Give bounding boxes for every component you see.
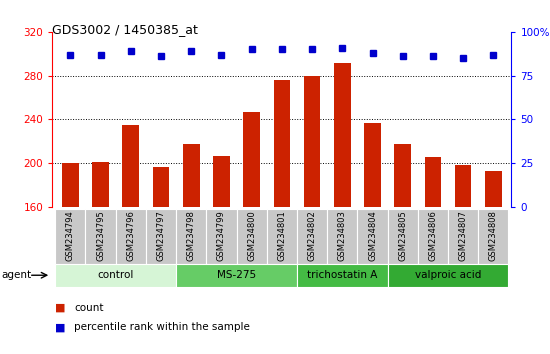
Bar — [297, 209, 327, 264]
Bar — [146, 209, 176, 264]
Text: agent: agent — [2, 270, 32, 280]
Bar — [55, 264, 176, 287]
Text: GSM234803: GSM234803 — [338, 211, 347, 261]
Bar — [116, 209, 146, 264]
Text: percentile rank within the sample: percentile rank within the sample — [74, 322, 250, 332]
Bar — [153, 167, 169, 207]
Bar — [455, 165, 471, 207]
Bar — [297, 264, 388, 287]
Text: GSM234794: GSM234794 — [66, 211, 75, 261]
Bar — [478, 209, 509, 264]
Bar — [62, 163, 79, 207]
Text: GSM234806: GSM234806 — [428, 211, 437, 261]
Text: trichostatin A: trichostatin A — [307, 270, 377, 280]
Text: control: control — [97, 270, 134, 280]
Text: valproic acid: valproic acid — [415, 270, 481, 280]
Bar — [273, 80, 290, 207]
Bar — [425, 157, 441, 207]
Text: GSM234807: GSM234807 — [459, 211, 468, 261]
Text: GSM234796: GSM234796 — [126, 211, 135, 261]
Text: GDS3002 / 1450385_at: GDS3002 / 1450385_at — [52, 23, 198, 36]
Bar — [176, 209, 206, 264]
Bar — [55, 209, 85, 264]
Text: GSM234798: GSM234798 — [187, 211, 196, 261]
Text: ■: ■ — [55, 303, 65, 313]
Text: GSM234801: GSM234801 — [277, 211, 287, 261]
Bar — [418, 209, 448, 264]
Bar — [394, 144, 411, 207]
Bar — [334, 63, 350, 207]
Text: MS-275: MS-275 — [217, 270, 256, 280]
Text: GSM234799: GSM234799 — [217, 211, 226, 261]
Text: GSM234795: GSM234795 — [96, 211, 105, 261]
Bar — [236, 209, 267, 264]
Bar — [123, 125, 139, 207]
Bar — [213, 156, 230, 207]
Bar — [85, 209, 116, 264]
Text: GSM234800: GSM234800 — [247, 211, 256, 261]
Text: count: count — [74, 303, 104, 313]
Text: GSM234804: GSM234804 — [368, 211, 377, 261]
Bar — [243, 112, 260, 207]
Bar — [267, 209, 297, 264]
Bar — [304, 76, 321, 207]
Bar — [92, 162, 109, 207]
Bar — [327, 209, 358, 264]
Text: ■: ■ — [55, 322, 65, 332]
Bar — [388, 264, 509, 287]
Bar — [388, 209, 418, 264]
Text: GSM234797: GSM234797 — [157, 211, 166, 261]
Bar — [358, 209, 388, 264]
Bar — [206, 209, 236, 264]
Text: GSM234802: GSM234802 — [307, 211, 317, 261]
Text: GSM234805: GSM234805 — [398, 211, 407, 261]
Bar — [485, 171, 502, 207]
Text: GSM234808: GSM234808 — [489, 211, 498, 261]
Bar — [176, 264, 297, 287]
Bar — [364, 123, 381, 207]
Bar — [183, 144, 200, 207]
Bar — [448, 209, 478, 264]
